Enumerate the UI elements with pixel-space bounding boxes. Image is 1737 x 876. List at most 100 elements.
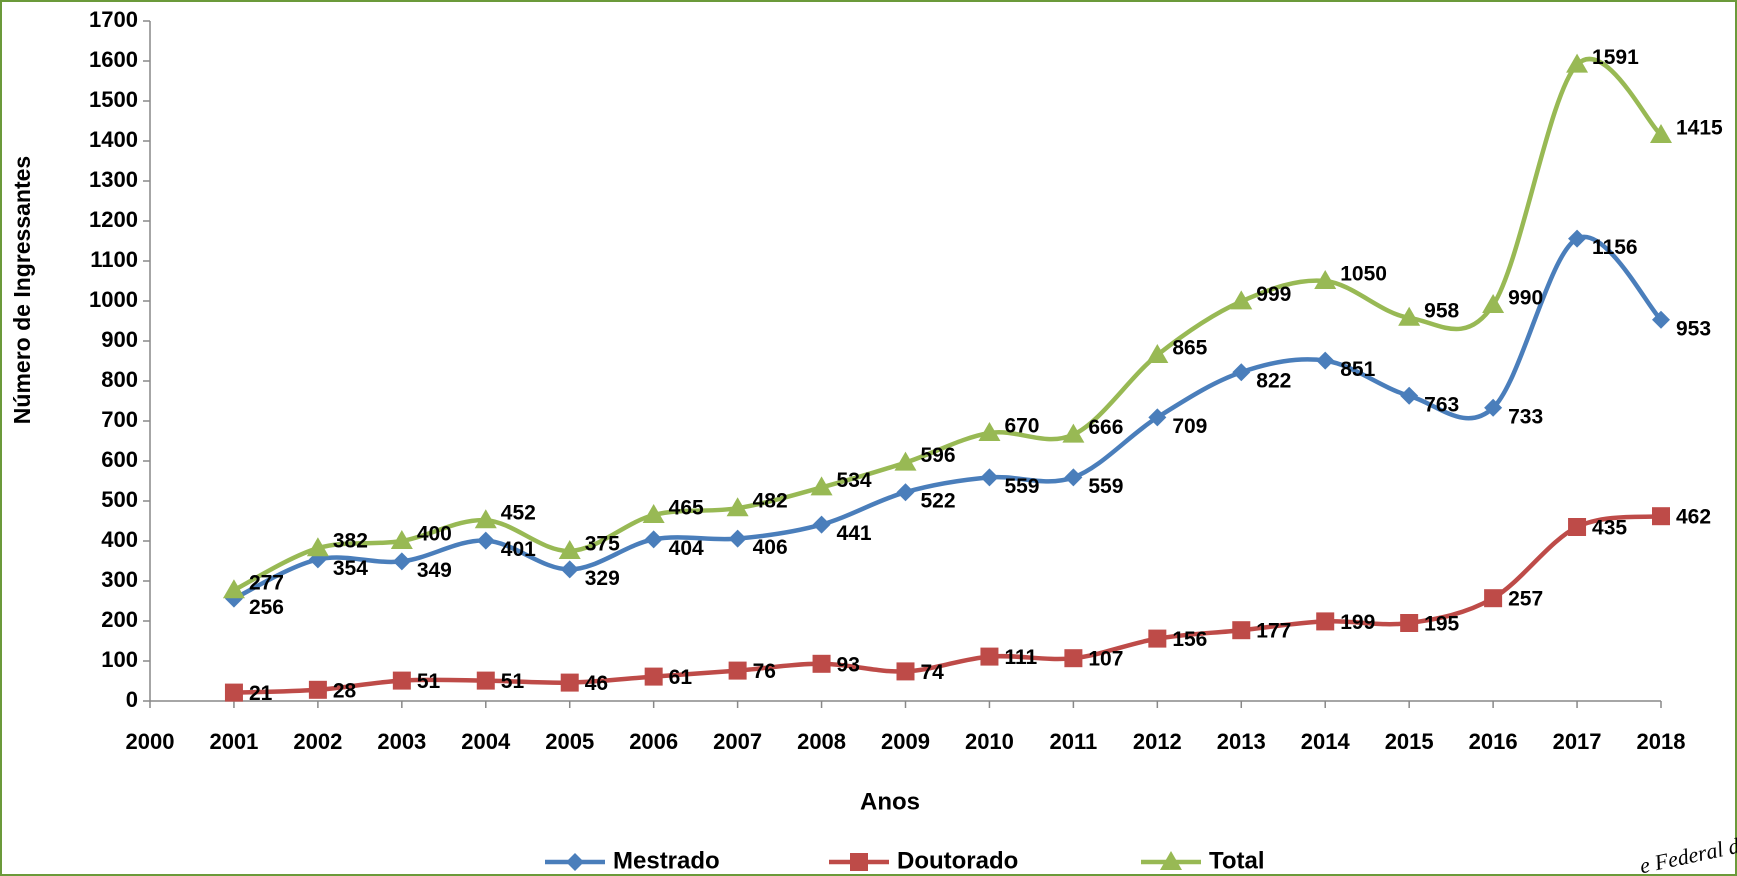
data-point	[728, 661, 747, 680]
legend-marker	[566, 853, 584, 871]
data-point	[896, 662, 915, 681]
data-point	[308, 680, 327, 699]
data-label: 277	[249, 572, 284, 595]
data-point	[1314, 270, 1337, 289]
data-label: 452	[501, 502, 536, 525]
data-point	[1232, 621, 1251, 640]
data-point	[1148, 629, 1167, 648]
data-point	[476, 671, 495, 690]
y-tick-label: 1300	[89, 167, 138, 192]
data-point	[1400, 614, 1419, 632]
data-point	[642, 504, 665, 523]
data-point	[980, 647, 999, 666]
data-label: 401	[501, 538, 536, 561]
data-label: 400	[417, 523, 452, 546]
data-point	[1316, 351, 1335, 370]
legend-label: Doutorado	[897, 847, 1018, 874]
data-label: 257	[1508, 588, 1543, 611]
data-label: 375	[585, 533, 620, 556]
y-tick-label: 1000	[89, 287, 138, 312]
data-point	[222, 579, 245, 599]
data-point	[1064, 649, 1083, 668]
data-label: 107	[1088, 648, 1123, 671]
x-tick-label: 2011	[1050, 729, 1098, 754]
data-label: 435	[1592, 517, 1627, 540]
data-point	[560, 560, 579, 579]
data-point	[1316, 612, 1335, 631]
data-label: 256	[249, 596, 284, 619]
data-point	[1146, 344, 1169, 363]
data-label: 763	[1424, 393, 1459, 416]
data-point	[390, 530, 413, 549]
x-tick-label: 2004	[461, 729, 511, 754]
data-point	[1062, 423, 1085, 443]
data-label: 406	[753, 536, 788, 559]
y-axis-label: Número de Ingressantes	[9, 156, 35, 424]
data-point	[558, 540, 581, 559]
x-tick-label: 2003	[377, 729, 426, 754]
data-label: 465	[669, 497, 704, 520]
x-tick-label: 2007	[713, 729, 762, 754]
y-tick-label: 1600	[89, 47, 138, 72]
data-label: 329	[585, 567, 620, 590]
data-label: 482	[753, 490, 788, 513]
data-label: 1050	[1340, 263, 1387, 286]
y-tick-label: 700	[101, 407, 138, 432]
data-point	[896, 483, 915, 502]
data-point	[1484, 589, 1503, 608]
data-point	[1566, 53, 1589, 73]
data-point	[812, 654, 831, 673]
data-point	[1400, 386, 1419, 405]
y-tick-label: 300	[101, 567, 138, 592]
data-label: 851	[1340, 358, 1375, 381]
data-point	[1484, 398, 1503, 417]
x-tick-label: 2015	[1385, 729, 1434, 754]
x-tick-label: 2012	[1133, 729, 1182, 754]
data-label: 670	[1004, 415, 1039, 438]
data-label: 199	[1340, 611, 1375, 634]
y-tick-label: 1200	[89, 207, 138, 232]
x-tick-label: 2001	[209, 729, 258, 754]
x-tick-label: 2013	[1217, 729, 1266, 754]
data-label: 559	[1004, 475, 1039, 498]
data-label: 534	[837, 469, 872, 492]
data-label: 559	[1088, 475, 1123, 498]
data-label: 51	[501, 670, 525, 693]
data-label: 709	[1172, 415, 1207, 438]
data-point	[1230, 290, 1253, 310]
data-point	[392, 552, 411, 571]
data-label: 953	[1676, 317, 1711, 340]
data-label: 74	[921, 661, 945, 684]
y-tick-label: 1500	[89, 87, 138, 112]
data-point	[978, 422, 1001, 441]
data-label: 822	[1256, 370, 1291, 393]
data-label: 596	[921, 444, 956, 467]
x-tick-label: 2009	[881, 729, 930, 754]
data-point	[894, 451, 917, 471]
x-tick-label: 2017	[1553, 729, 1602, 754]
data-label: 990	[1508, 287, 1543, 310]
data-point	[980, 468, 999, 487]
x-tick-label: 2000	[126, 729, 175, 754]
y-tick-label: 500	[101, 487, 138, 512]
data-point	[476, 531, 495, 550]
legend-marker	[1160, 851, 1182, 870]
y-tick-label: 200	[101, 607, 138, 632]
data-point	[810, 476, 833, 496]
data-label: 111	[1004, 646, 1037, 669]
x-tick-label: 2002	[293, 729, 342, 754]
data-label: 156	[1172, 628, 1207, 651]
data-label: 195	[1424, 613, 1459, 636]
legend-label: Mestrado	[613, 847, 720, 874]
y-tick-label: 800	[101, 367, 138, 392]
data-label: 733	[1508, 405, 1543, 428]
data-point	[644, 530, 663, 549]
data-point	[1650, 124, 1672, 143]
x-tick-label: 2005	[545, 729, 594, 754]
data-label: 51	[417, 670, 441, 693]
data-label: 61	[669, 666, 693, 689]
data-point	[1148, 408, 1167, 427]
x-tick-label: 2006	[629, 729, 678, 754]
